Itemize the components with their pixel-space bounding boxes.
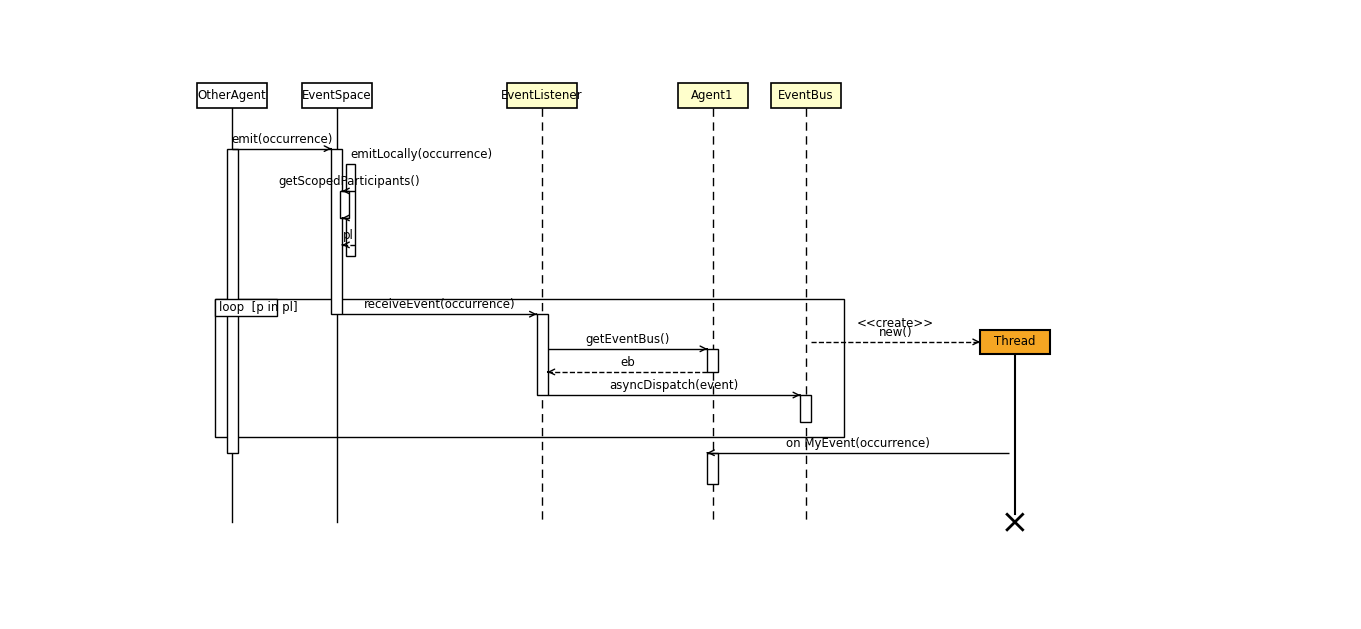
Text: Thread: Thread (994, 335, 1036, 348)
Text: getEventBus(): getEventBus() (585, 333, 670, 346)
Text: <<create>>: <<create>> (857, 316, 934, 330)
Bar (678, 83, 747, 108)
Text: getScopedParticipants(): getScopedParticipants() (278, 175, 419, 188)
Text: new(): new() (879, 326, 912, 339)
Bar (536, 314, 547, 395)
Bar (227, 148, 238, 453)
Bar (331, 148, 342, 314)
Text: emitLocally(occurrence): emitLocally(occurrence) (350, 148, 493, 161)
Text: loop  [p in pl]: loop [p in pl] (219, 301, 298, 314)
Text: receiveEvent(occurrence): receiveEvent(occurrence) (363, 298, 516, 311)
Bar (215, 299, 844, 437)
Text: asyncDispatch(event): asyncDispatch(event) (610, 379, 739, 392)
Text: on MyEvent(occurrence): on MyEvent(occurrence) (787, 437, 931, 450)
Bar (197, 83, 267, 108)
Text: Agent1: Agent1 (691, 89, 734, 102)
Text: emit(occurrence): emit(occurrence) (231, 133, 332, 145)
Bar (508, 83, 577, 108)
Text: OtherAgent: OtherAgent (197, 89, 267, 102)
Bar (770, 83, 841, 108)
Bar (215, 299, 278, 316)
Bar (346, 164, 355, 257)
Bar (340, 191, 350, 218)
Text: eb: eb (621, 356, 634, 369)
Bar (302, 83, 372, 108)
Bar (708, 349, 719, 372)
Text: EventListener: EventListener (501, 89, 583, 102)
Text: pl: pl (343, 229, 354, 242)
Text: EventSpace: EventSpace (302, 89, 372, 102)
Bar (800, 395, 811, 422)
Bar (980, 330, 1049, 354)
Text: EventBus: EventBus (778, 89, 833, 102)
Bar (708, 453, 719, 484)
